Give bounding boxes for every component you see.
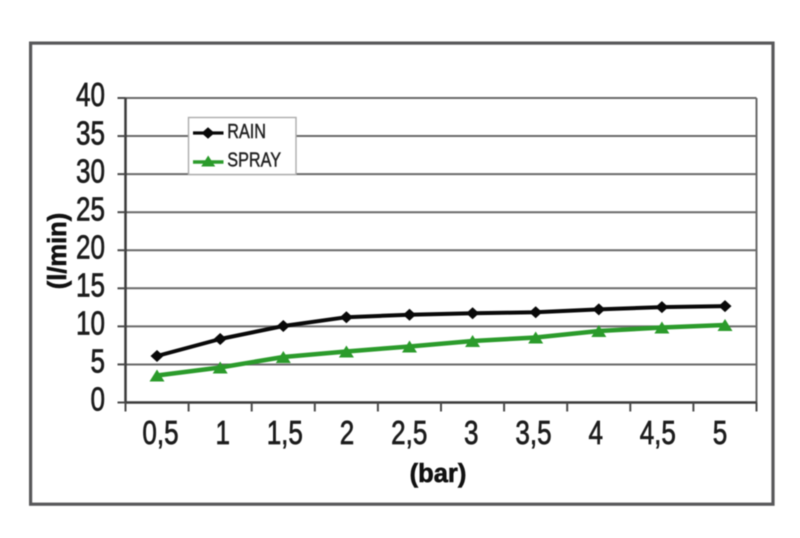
svg-text:1,5: 1,5 xyxy=(267,415,303,452)
svg-text:35: 35 xyxy=(76,115,105,152)
svg-text:20: 20 xyxy=(76,230,105,267)
svg-text:0,5: 0,5 xyxy=(142,415,178,452)
svg-text:30: 30 xyxy=(76,153,105,190)
svg-text:(bar): (bar) xyxy=(410,460,467,488)
svg-text:5: 5 xyxy=(91,344,105,381)
svg-text:25: 25 xyxy=(76,192,105,229)
svg-text:3: 3 xyxy=(464,415,478,452)
svg-text:0: 0 xyxy=(91,382,105,419)
svg-text:3,5: 3,5 xyxy=(515,415,551,452)
svg-text:1: 1 xyxy=(215,415,229,452)
svg-text:5: 5 xyxy=(713,415,727,452)
svg-text:40: 40 xyxy=(76,77,105,114)
svg-text:2,5: 2,5 xyxy=(391,415,427,452)
svg-text:4,5: 4,5 xyxy=(640,415,676,452)
svg-text:(l/min): (l/min) xyxy=(44,213,72,290)
svg-text:RAIN: RAIN xyxy=(227,119,266,142)
svg-text:SPRAY: SPRAY xyxy=(227,148,281,171)
svg-text:4: 4 xyxy=(588,415,602,452)
svg-text:15: 15 xyxy=(76,268,105,305)
svg-text:2: 2 xyxy=(340,415,354,452)
svg-text:10: 10 xyxy=(76,306,105,343)
